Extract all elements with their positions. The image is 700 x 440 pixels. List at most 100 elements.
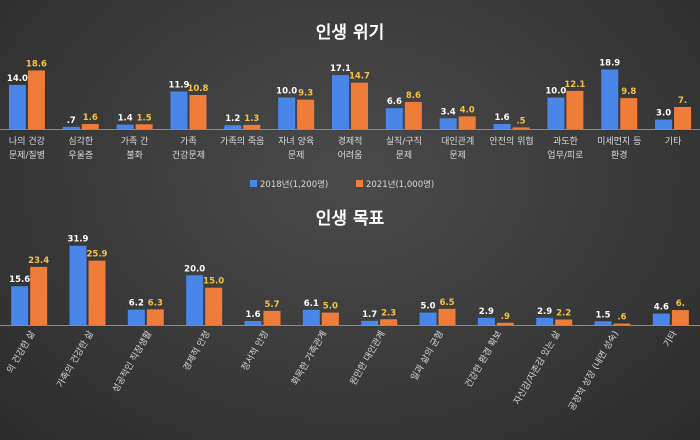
bar-2021-10: [613, 323, 631, 325]
bar-2021-2: [146, 309, 164, 325]
bar-2018-9: [536, 317, 554, 325]
value-label-2018-2: 6.2: [129, 299, 144, 309]
legend-swatch-2021: [356, 180, 363, 187]
bar-2021-4: [263, 310, 281, 325]
value-label-2021-4: 5.7: [264, 300, 279, 310]
value-label-2018-1: .7: [67, 116, 76, 126]
value-label-2021-4: 1.3: [244, 114, 259, 124]
value-label-2018-8: 2.9: [479, 307, 494, 317]
bar-2018-8: [439, 118, 457, 129]
bar-2018-4: [224, 125, 242, 129]
value-label-2018-10: 1.5: [595, 310, 610, 320]
value-label-2021-8: 4.0: [460, 105, 475, 115]
value-label-2021-11: 9.8: [621, 87, 636, 97]
value-label-2021-1: 1.6: [83, 113, 98, 123]
category-label-0: 의 건강한 삶: [5, 329, 38, 375]
bar-2021-10: [566, 90, 584, 129]
value-label-2021-2: 6.3: [148, 298, 163, 308]
bar-2021-3: [189, 94, 207, 129]
bar-2021-5: [297, 99, 315, 129]
value-label-2018-2: 1.4: [118, 114, 133, 124]
category-label-4: 정서적 안정: [239, 329, 272, 373]
value-label-2018-11: 4.6: [654, 303, 669, 313]
value-label-2018-10: 10.0: [545, 87, 566, 97]
category-label-5: 화목한 가족관계: [289, 329, 330, 388]
chart-title-goals: 인생 목표: [316, 209, 385, 229]
value-label-2021-3: 10.8: [187, 84, 208, 94]
category-label-5: 자녀 양육 문제: [278, 136, 314, 161]
value-label-2018-8: 3.4: [441, 107, 456, 117]
value-label-2018-12: 3.0: [656, 109, 671, 119]
bar-2021-6: [351, 82, 368, 129]
bar-2018-8: [477, 317, 495, 325]
value-label-2018-9: 1.6: [495, 113, 510, 123]
category-label-8: 건강한 환경 확보: [462, 328, 504, 389]
bar-2018-7: [385, 108, 403, 129]
value-label-2021-10: 12.1: [564, 80, 585, 90]
value-label-2021-5: 5.0: [323, 302, 338, 312]
bar-2021-0: [30, 266, 48, 325]
value-label-2021-7: 6.5: [439, 298, 454, 308]
value-label-2021-2: 1.5: [137, 113, 152, 123]
value-label-2021-3: 15.0: [203, 277, 224, 287]
value-label-2018-6: 17.1: [330, 64, 351, 74]
bar-2021-9: [512, 127, 530, 129]
chart-title-crisis: 인생 위기: [316, 23, 384, 43]
bar-2021-5: [321, 312, 339, 325]
value-label-2018-4: 1.2: [225, 114, 240, 124]
value-label-2018-4: 1.6: [245, 310, 260, 320]
bar-2018-4: [244, 321, 262, 325]
bar-2021-4: [243, 124, 261, 129]
bar-2021-6: [380, 319, 398, 325]
bar-2018-10: [594, 321, 612, 325]
legend-label-2018: 2018년(1,200명): [260, 179, 328, 190]
category-label-7: 실직/구직 문제: [386, 136, 422, 161]
value-label-2018-3: 20.0: [184, 264, 205, 274]
bar-2021-1: [81, 123, 99, 129]
value-label-2018-3: 11.9: [168, 81, 189, 91]
bar-2018-3: [186, 275, 204, 325]
category-label-6: 경제적 어려움: [338, 135, 363, 161]
bar-2021-7: [404, 101, 422, 129]
category-label-8: 대인관계 문제: [441, 135, 474, 161]
category-label-4: 가족의 죽음: [220, 136, 264, 147]
category-label-12: 기타: [665, 136, 682, 147]
bar-2018-6: [332, 75, 349, 129]
category-label-9: 자신감/자존감 있는 삶: [511, 329, 563, 407]
legend: 2018년(1,200명) 2021년(1,000명): [250, 179, 434, 190]
bar-2021-8: [458, 116, 476, 129]
bar-2021-8: [496, 322, 514, 325]
category-label-3: 가족 건강문제: [172, 136, 205, 161]
bar-2021-0: [27, 70, 45, 129]
category-label-1: 가족의 건강한 삶: [55, 329, 96, 390]
value-label-2021-11: 6.: [676, 299, 685, 309]
chart-goals: 15.6 23.4 의 건강한 삶 31.9 25.9 가족의 건강한 삶 6.2 6.3 성공…: [0, 235, 700, 413]
bar-2021-12: [674, 106, 692, 129]
bar-2018-5: [302, 309, 320, 325]
bar-2021-3: [205, 287, 223, 325]
value-label-2018-7: 6.6: [387, 97, 402, 107]
value-label-2021-6: 14.7: [349, 72, 370, 82]
bar-2021-1: [88, 260, 106, 325]
legend-label-2021: 2021년(1,000명): [366, 179, 434, 190]
category-label-11: 미세먼지 등 환경: [597, 136, 641, 161]
category-label-1: 심각한 우울증: [68, 135, 93, 161]
bar-2018-11: [652, 313, 670, 325]
bar-2021-2: [135, 124, 153, 129]
category-label-10: 공정적 성장 (내면 성숙): [566, 329, 621, 413]
bar-2018-7: [419, 312, 437, 325]
value-label-2018-5: 6.1: [304, 299, 319, 309]
value-label-2018-1: 31.9: [68, 235, 89, 245]
bar-2018-11: [601, 69, 619, 129]
bar-2021-11: [671, 310, 689, 325]
value-label-2021-12: 7.: [678, 96, 687, 106]
value-label-2021-9: .5: [516, 116, 525, 126]
value-label-2018-5: 10.0: [276, 87, 297, 97]
category-label-0: 나의 건강 문제/질병: [9, 136, 45, 161]
value-label-2018-7: 5.0: [420, 302, 435, 312]
bar-2018-6: [361, 320, 379, 325]
bar-2018-1: [62, 126, 80, 129]
value-label-2021-7: 8.6: [406, 91, 421, 101]
legend-swatch-2018: [250, 180, 257, 187]
